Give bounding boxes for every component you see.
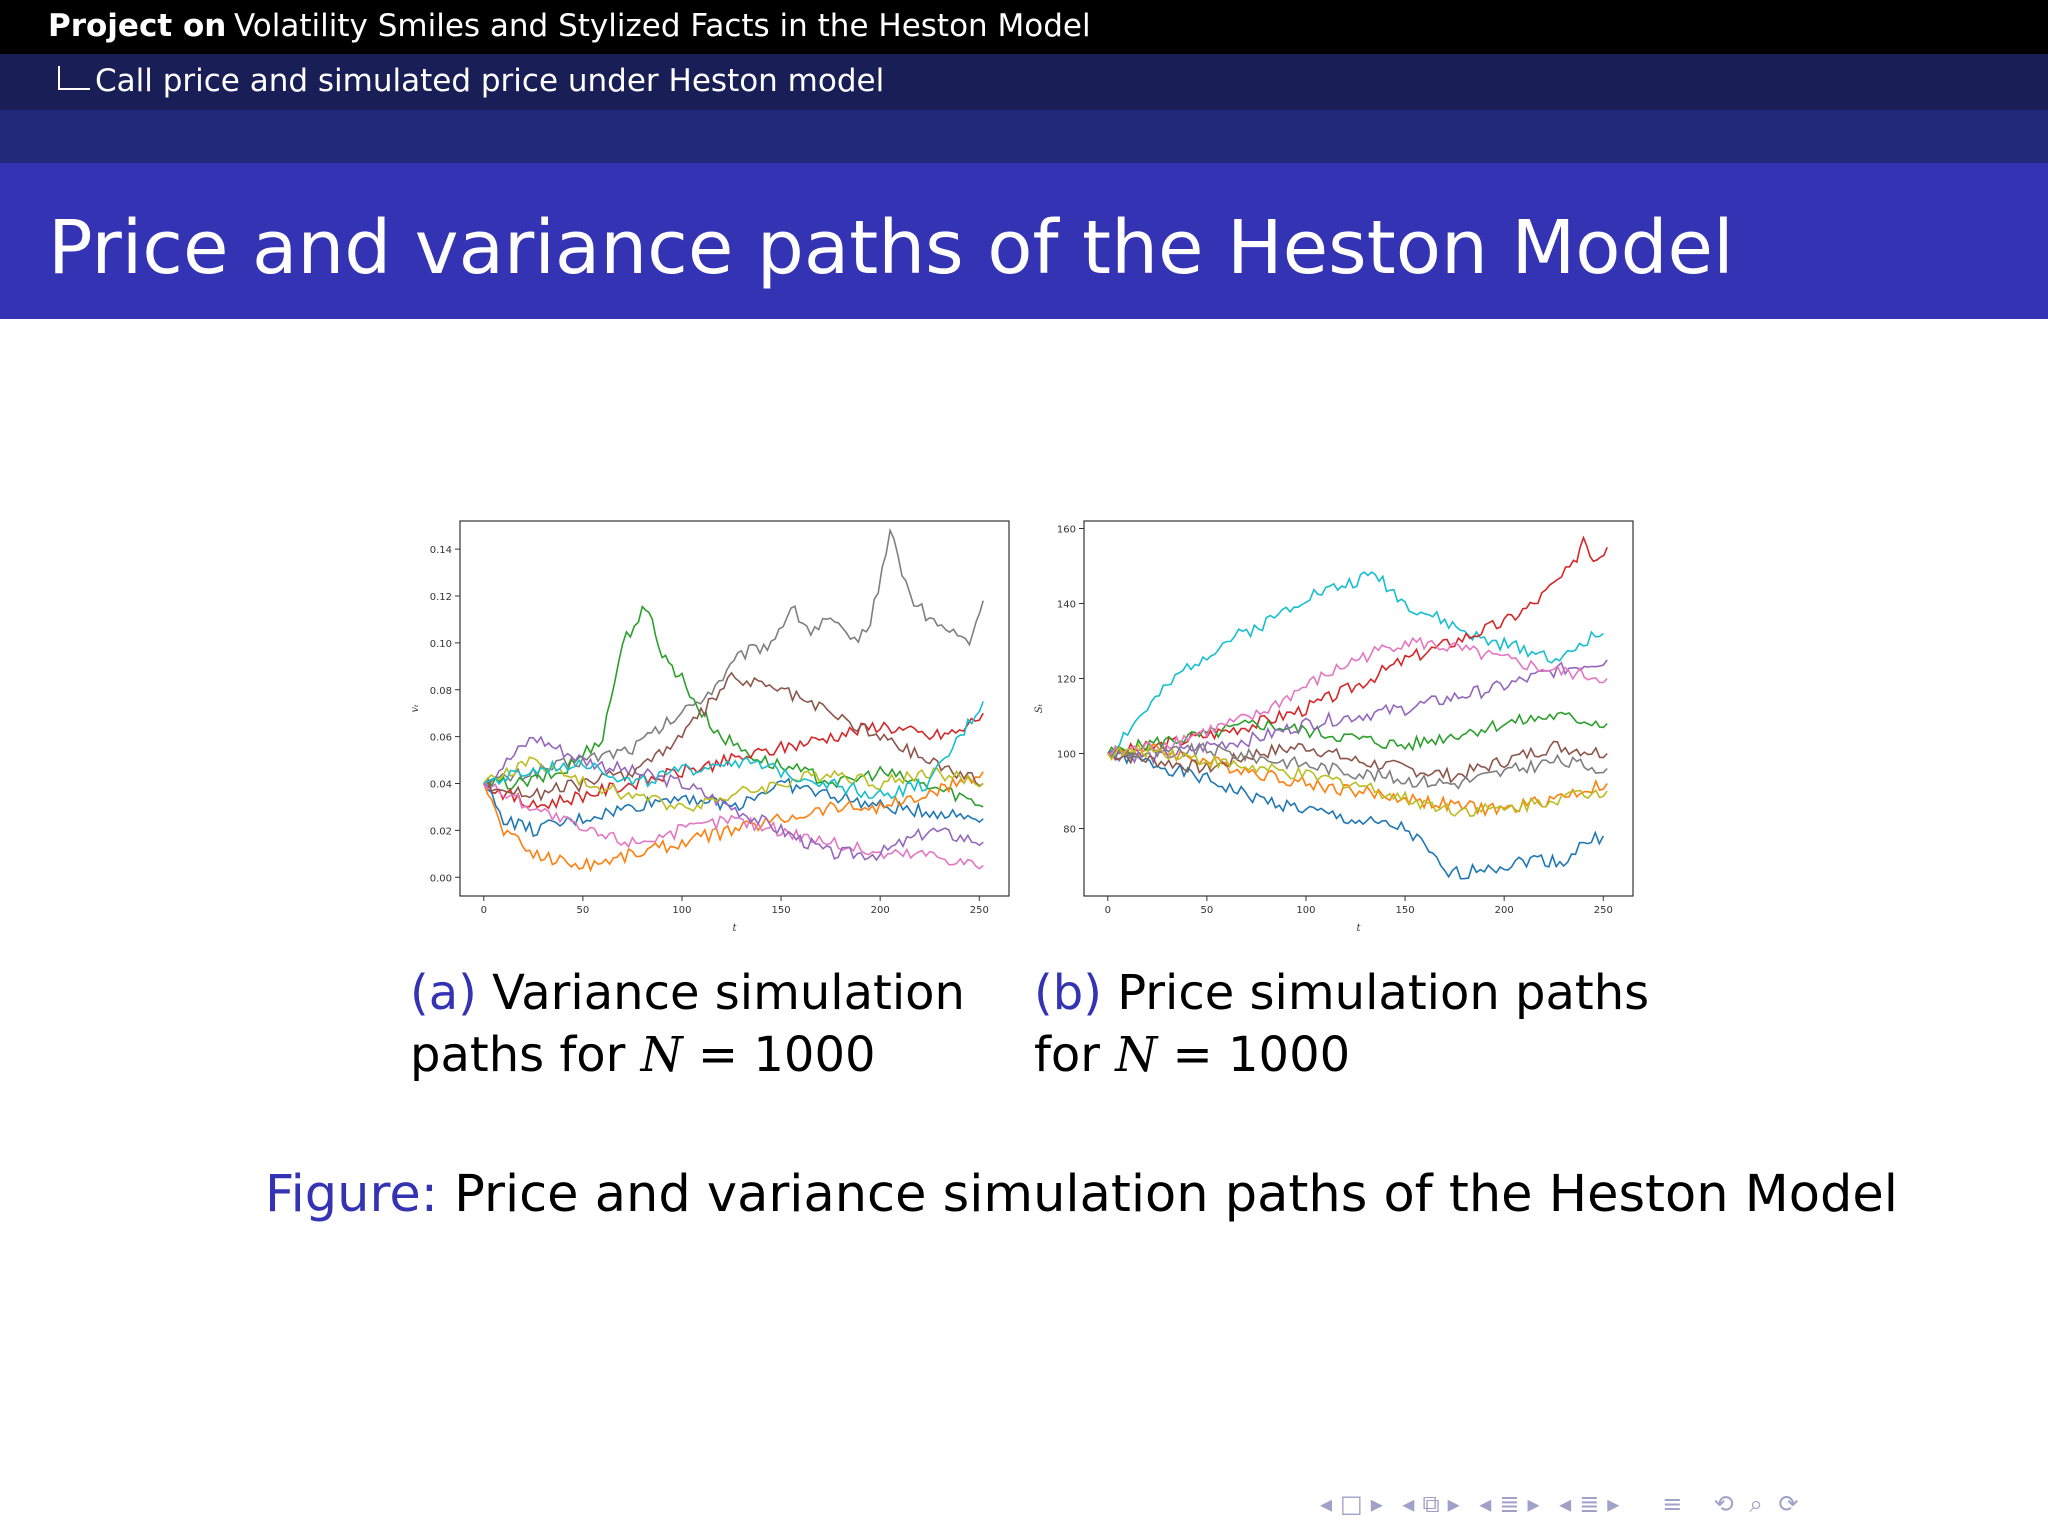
align-icon[interactable]: ≡ xyxy=(1638,1490,1710,1518)
y-tick-label: 140 xyxy=(1057,600,1076,611)
subsection-bar xyxy=(0,110,2048,163)
series-line-1 xyxy=(1107,748,1605,880)
nav-right-icon[interactable]: ▸ xyxy=(1607,1490,1624,1518)
variance-chart: 0 50 100 150 200 250 0.00 0.02 0.04 0.06 0.08 0.10 0… xyxy=(410,520,1010,934)
figure-caption: Figure: Price and variance simulation pa… xyxy=(265,1165,1898,1224)
series-line-4 xyxy=(1107,743,1608,818)
series-line-1 xyxy=(483,527,984,791)
series-line-6 xyxy=(483,783,984,870)
x-tick-label: 150 xyxy=(1396,905,1415,916)
nav-left-icon[interactable]: ◂ xyxy=(1402,1490,1419,1518)
plot-area xyxy=(459,520,1010,897)
subfigure-caption-b: (b) Price simulation paths for N = 1000 xyxy=(1034,962,1649,1086)
slide-title: Price and variance paths of the Heston M… xyxy=(48,205,1734,291)
project-label: Project on xyxy=(48,8,227,44)
plot-area xyxy=(1083,520,1634,897)
x-tick-label: 50 xyxy=(577,905,590,916)
subfigure-caption-a: (a) Variance simulation paths for N = 10… xyxy=(410,962,965,1086)
x-tick-label: 0 xyxy=(1105,905,1111,916)
y-tick-label: 0.14 xyxy=(430,545,452,556)
series-line-2 xyxy=(1107,571,1604,755)
nav-left-icon[interactable]: ◂ xyxy=(1320,1490,1337,1518)
y-tick-label: 160 xyxy=(1057,525,1076,536)
title-bar: Price and variance paths of the Heston M… xyxy=(0,163,2048,319)
series-line-9 xyxy=(483,756,984,813)
x-tick-label: 0 xyxy=(481,905,487,916)
y-tick-label: 80 xyxy=(1063,825,1076,836)
figure-label: Figure: xyxy=(265,1165,438,1224)
x-tick-label: 250 xyxy=(970,905,989,916)
section-icon[interactable]: ≣ xyxy=(1499,1490,1524,1518)
x-tick-label: 200 xyxy=(1495,905,1514,916)
x-axis-label: t xyxy=(732,923,737,934)
series-line-3 xyxy=(1107,535,1608,759)
series-line-9 xyxy=(1107,742,1608,790)
series-line-8 xyxy=(1107,636,1608,756)
x-tick-label: 100 xyxy=(1296,905,1315,916)
caption-a-math-rest: = 1000 xyxy=(682,1027,876,1083)
y-axis-label: vₜ xyxy=(410,704,421,713)
section-title: Call price and simulated price under Hes… xyxy=(95,63,885,99)
nav-right-icon[interactable]: ▸ xyxy=(1527,1490,1544,1518)
beamer-navigation[interactable]: ◂ □ ▸ ◂ ⧉ ▸ ◂ ≣ ▸ ◂ ≣ ▸ ≡ ⟲ ⌕ ⟳ xyxy=(1320,1490,1807,1518)
caption-a-line1: Variance simulation xyxy=(492,965,965,1021)
y-tick-label: 0.12 xyxy=(430,592,452,603)
nav-left-icon[interactable]: ◂ xyxy=(1559,1490,1576,1518)
series-line-3 xyxy=(483,712,984,810)
series-line-7 xyxy=(483,735,984,862)
series-line-6 xyxy=(1107,659,1608,765)
y-tick-label: 0.00 xyxy=(430,873,452,884)
x-tick-label: 150 xyxy=(772,905,791,916)
caption-a-math-var: N xyxy=(640,1027,683,1083)
series-line-10 xyxy=(1107,742,1608,817)
tree-corner-icon xyxy=(58,66,90,90)
caption-b-line2: for xyxy=(1034,1027,1100,1083)
nav-left-icon[interactable]: ◂ xyxy=(1479,1490,1496,1518)
y-tick-label: 0.10 xyxy=(430,639,452,650)
series-line-5 xyxy=(483,771,984,873)
y-tick-label: 0.04 xyxy=(430,780,452,791)
series-line-4 xyxy=(483,777,984,838)
y-tick-label: 120 xyxy=(1057,675,1076,686)
price-chart: 0 50 100 150 200 250 80 100 120 140 160 t Sₜ xyxy=(1034,520,1634,934)
y-tick-label: 100 xyxy=(1057,750,1076,761)
series-line-10 xyxy=(483,701,984,800)
y-tick-label: 0.08 xyxy=(430,686,452,697)
section-bar: Call price and simulated price under Hes… xyxy=(0,54,2048,110)
y-axis-label: Sₜ xyxy=(1034,703,1045,713)
header-bar: Project on Volatility Smiles and Stylize… xyxy=(0,0,2048,54)
frame-icon[interactable]: □ xyxy=(1340,1490,1367,1518)
series-line-8 xyxy=(483,671,984,802)
search-icon[interactable]: ⟲ ⌕ ⟳ xyxy=(1713,1490,1803,1518)
series-line-5 xyxy=(1107,711,1608,756)
figure-caption-text: Price and variance simulation paths of t… xyxy=(454,1165,1898,1224)
subsection-icon[interactable]: ⧉ xyxy=(1422,1490,1444,1518)
caption-b-math-var: N xyxy=(1115,1027,1158,1083)
x-tick-label: 200 xyxy=(871,905,890,916)
series-line-7 xyxy=(1107,740,1608,784)
caption-b-line1: Price simulation paths xyxy=(1117,965,1650,1021)
nav-right-icon[interactable]: ▸ xyxy=(1447,1490,1464,1518)
y-tick-label: 0.02 xyxy=(430,826,452,837)
caption-a-line2: paths for xyxy=(410,1027,626,1083)
project-title: Volatility Smiles and Stylized Facts in … xyxy=(234,8,1091,44)
nav-right-icon[interactable]: ▸ xyxy=(1370,1490,1387,1518)
x-tick-label: 50 xyxy=(1201,905,1214,916)
caption-b-math-rest: = 1000 xyxy=(1157,1027,1351,1083)
subfigure-label-b: (b) xyxy=(1034,965,1102,1021)
x-tick-label: 100 xyxy=(672,905,691,916)
subfigure-label-a: (a) xyxy=(410,965,477,1021)
x-axis-label: t xyxy=(1356,923,1361,934)
x-tick-label: 250 xyxy=(1594,905,1613,916)
section-icon[interactable]: ≣ xyxy=(1579,1490,1604,1518)
y-tick-label: 0.06 xyxy=(430,733,452,744)
